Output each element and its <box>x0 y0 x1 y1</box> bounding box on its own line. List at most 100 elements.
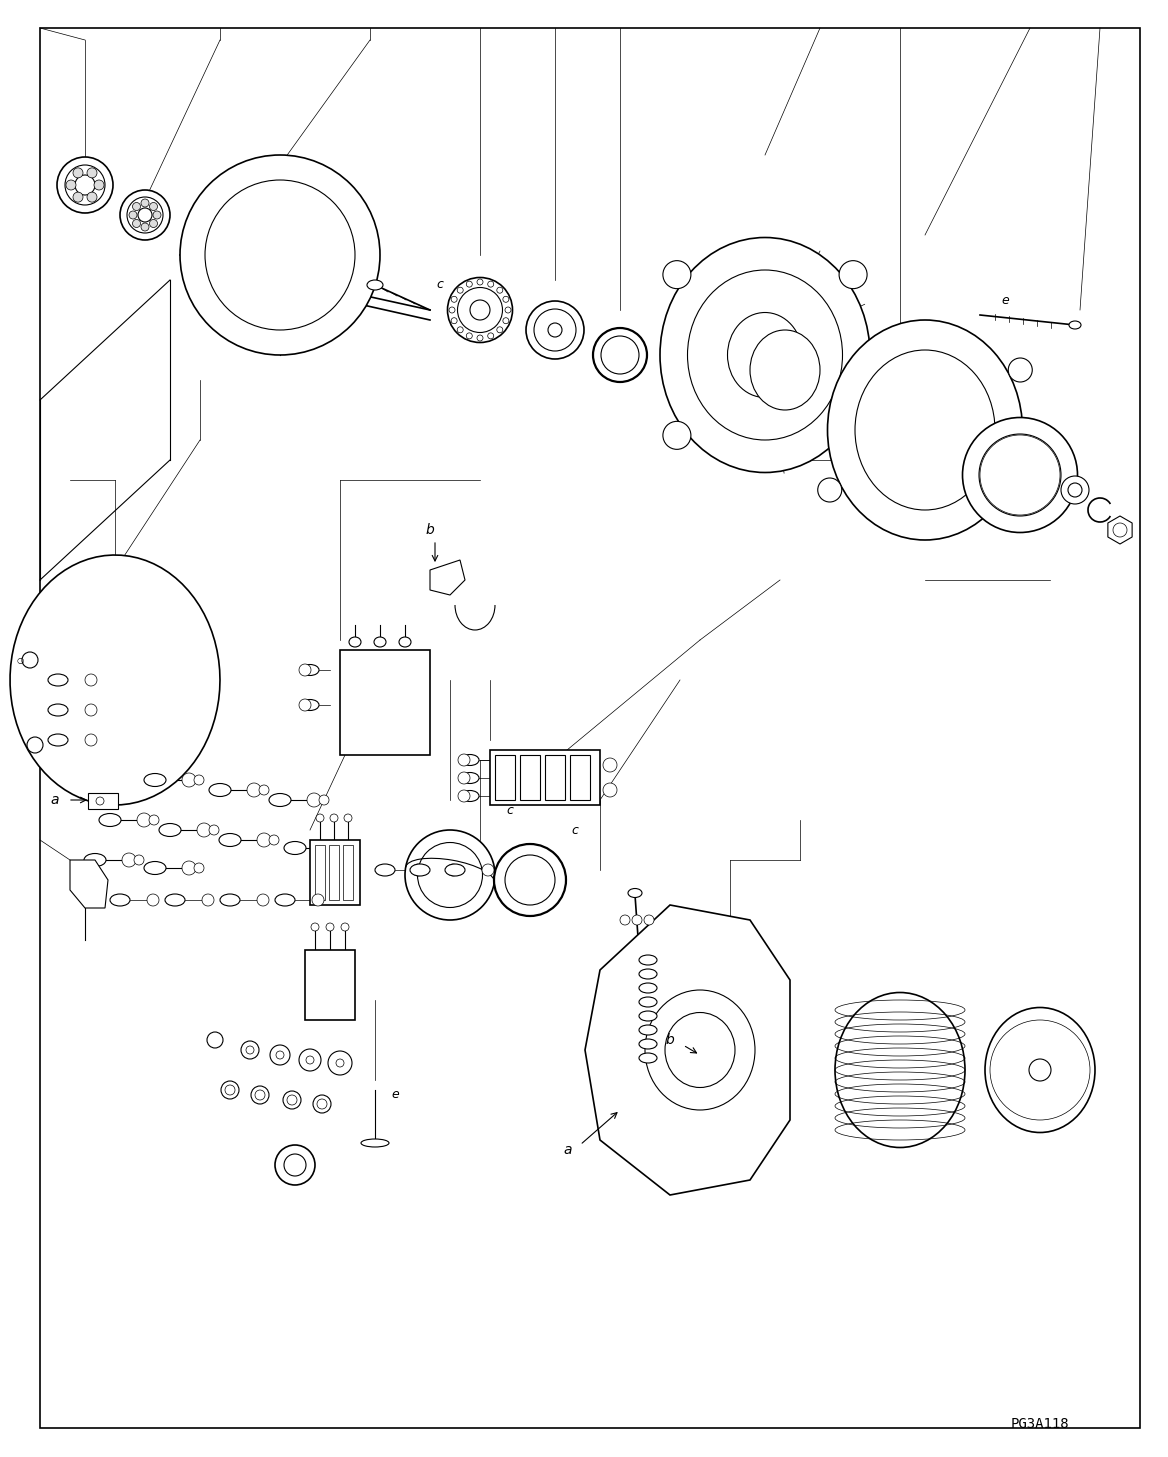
Bar <box>520 755 540 800</box>
Text: PG3A118: PG3A118 <box>1010 1416 1069 1431</box>
Ellipse shape <box>127 197 164 233</box>
Ellipse shape <box>405 830 495 919</box>
Circle shape <box>307 793 321 807</box>
Circle shape <box>466 281 472 287</box>
Circle shape <box>839 421 867 449</box>
Ellipse shape <box>410 864 430 876</box>
Ellipse shape <box>639 1011 656 1021</box>
Circle shape <box>319 796 329 806</box>
Ellipse shape <box>284 842 306 854</box>
Circle shape <box>147 895 159 906</box>
Circle shape <box>412 864 424 876</box>
Ellipse shape <box>855 350 995 510</box>
Ellipse shape <box>458 287 502 332</box>
Circle shape <box>257 895 269 906</box>
Ellipse shape <box>99 813 121 826</box>
Ellipse shape <box>534 309 576 351</box>
Ellipse shape <box>461 755 479 765</box>
Circle shape <box>194 863 204 873</box>
Text: ○: ○ <box>16 656 23 664</box>
Ellipse shape <box>246 1046 253 1053</box>
Ellipse shape <box>375 864 395 876</box>
Ellipse shape <box>207 1032 223 1048</box>
Bar <box>343 845 353 900</box>
Circle shape <box>132 220 140 227</box>
Ellipse shape <box>639 997 656 1007</box>
Ellipse shape <box>138 208 152 221</box>
Circle shape <box>274 1145 315 1185</box>
Ellipse shape <box>962 418 1078 532</box>
Ellipse shape <box>461 772 479 784</box>
Circle shape <box>182 774 196 787</box>
Ellipse shape <box>827 321 1022 541</box>
Ellipse shape <box>1061 476 1089 504</box>
Circle shape <box>311 922 319 931</box>
Ellipse shape <box>48 704 68 715</box>
Circle shape <box>284 1154 306 1176</box>
Ellipse shape <box>995 450 1045 500</box>
Polygon shape <box>70 860 107 908</box>
Ellipse shape <box>548 323 562 337</box>
Ellipse shape <box>665 1013 735 1087</box>
Circle shape <box>67 181 76 189</box>
Ellipse shape <box>728 312 802 398</box>
Ellipse shape <box>688 270 842 440</box>
Circle shape <box>603 782 617 797</box>
Text: e: e <box>1001 293 1009 306</box>
Circle shape <box>488 332 494 339</box>
Circle shape <box>283 1091 301 1109</box>
Ellipse shape <box>165 895 185 906</box>
Circle shape <box>197 823 211 836</box>
Ellipse shape <box>144 861 166 874</box>
Circle shape <box>85 675 97 686</box>
Circle shape <box>477 278 484 286</box>
Circle shape <box>182 861 196 876</box>
Circle shape <box>1008 358 1033 382</box>
Circle shape <box>457 287 464 293</box>
Ellipse shape <box>180 154 380 356</box>
Ellipse shape <box>349 637 361 647</box>
Circle shape <box>225 1085 235 1096</box>
Ellipse shape <box>835 992 965 1148</box>
Circle shape <box>818 478 842 503</box>
Bar <box>340 650 430 755</box>
Ellipse shape <box>628 889 642 898</box>
Ellipse shape <box>206 181 355 329</box>
Ellipse shape <box>470 300 491 321</box>
Circle shape <box>202 895 214 906</box>
Circle shape <box>86 192 97 203</box>
Circle shape <box>477 335 484 341</box>
Polygon shape <box>1108 516 1132 543</box>
Ellipse shape <box>328 1050 352 1075</box>
Ellipse shape <box>461 791 479 801</box>
Ellipse shape <box>645 989 755 1110</box>
Ellipse shape <box>417 842 482 908</box>
Circle shape <box>259 785 269 796</box>
Ellipse shape <box>84 854 106 867</box>
Ellipse shape <box>660 237 870 472</box>
Circle shape <box>488 281 494 287</box>
Circle shape <box>257 833 271 847</box>
Circle shape <box>287 1096 297 1104</box>
Ellipse shape <box>980 436 1061 514</box>
Ellipse shape <box>494 844 566 916</box>
Ellipse shape <box>990 1020 1090 1120</box>
Ellipse shape <box>505 855 555 905</box>
Ellipse shape <box>987 441 1054 508</box>
Polygon shape <box>11 555 220 804</box>
Circle shape <box>317 814 324 822</box>
Ellipse shape <box>445 864 465 876</box>
Ellipse shape <box>361 1139 389 1147</box>
Circle shape <box>137 813 151 828</box>
Bar <box>329 845 339 900</box>
Circle shape <box>128 211 137 219</box>
Ellipse shape <box>220 895 239 906</box>
Ellipse shape <box>269 794 291 807</box>
Circle shape <box>503 296 509 302</box>
Ellipse shape <box>270 1045 290 1065</box>
Circle shape <box>663 261 691 288</box>
Circle shape <box>449 307 456 313</box>
Circle shape <box>27 737 43 753</box>
Ellipse shape <box>979 434 1061 516</box>
Text: b: b <box>666 1033 674 1048</box>
